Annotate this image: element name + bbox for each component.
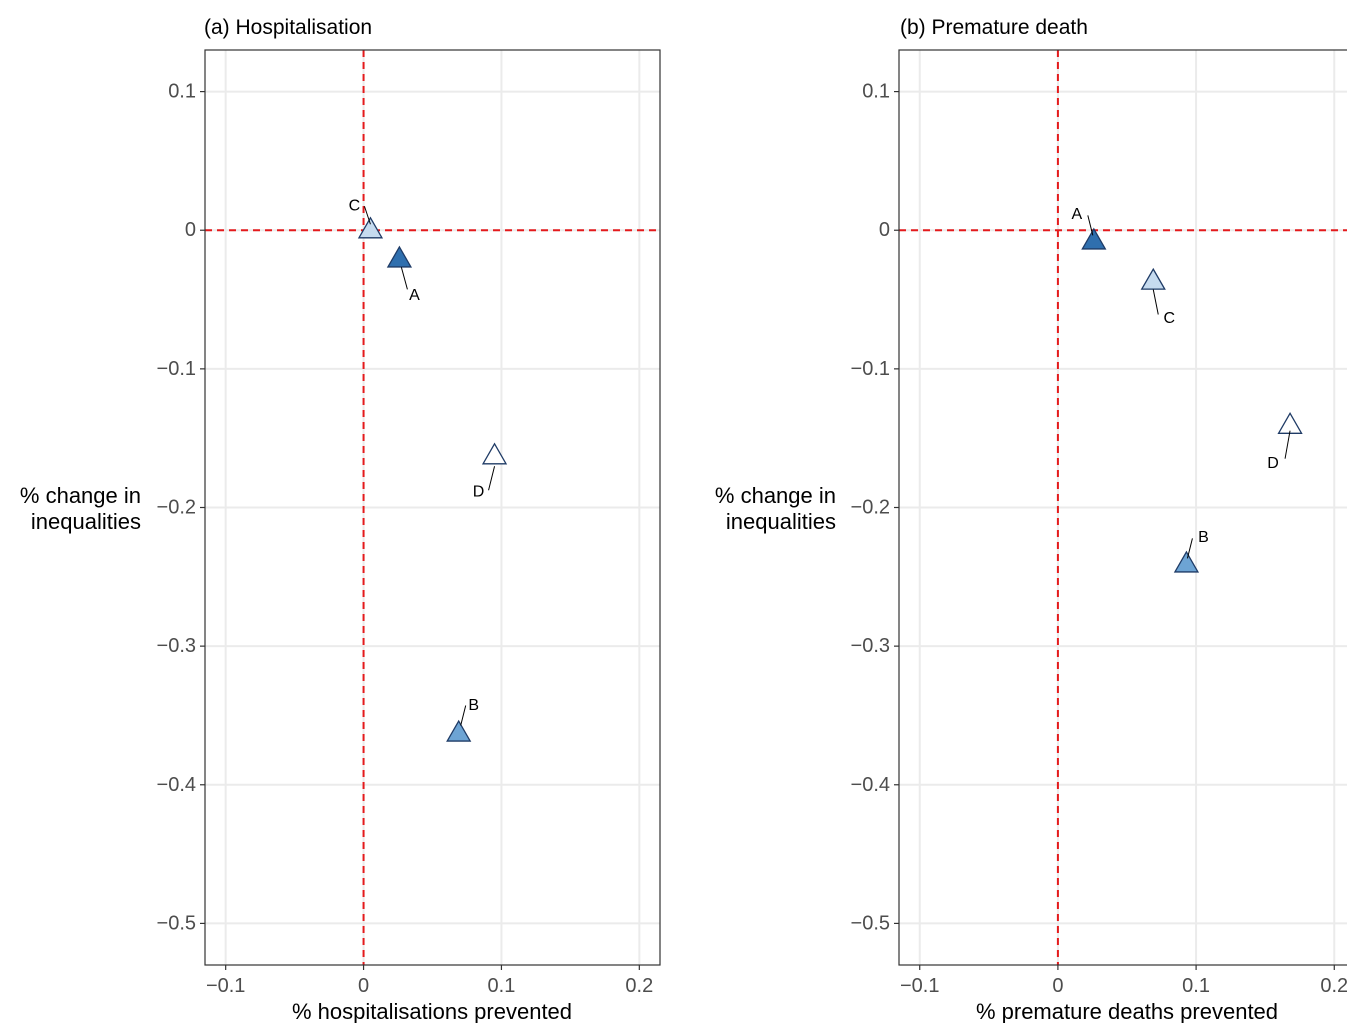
y-tick-label: −0.5 [157,912,196,934]
panel-title: (a) Hospitalisation [204,16,372,39]
y-tick-label: −0.5 [851,912,890,934]
y-axis-label-line: inequalities [31,509,141,534]
point-label-leader-B [460,705,467,726]
point-A [1081,227,1107,250]
point-label-C: C [1163,310,1175,327]
point-C [357,216,384,239]
y-tick-label: −0.4 [851,774,890,796]
point-label-D: D [473,484,485,501]
panel-title: (b) Premature death [900,16,1088,39]
point-label-leader-A [400,267,408,290]
panel-a: A B C D −0.1 0 0.1 0.2 0.1 0 −0.1 −0.2 −0.3 −0.4 −0.5 (… [20,16,661,1023]
point-B [446,719,472,742]
x-axis-label: % hospitalisations prevented [292,999,572,1023]
point-D [481,442,508,465]
y-tick-label: −0.2 [851,497,890,519]
gridlines [899,50,1347,965]
y-tick-label: −0.3 [157,635,196,657]
point-label-A: A [1072,206,1083,223]
y-tick-label: 0.1 [168,81,196,103]
y-axis-label-line: % change in [20,483,141,508]
point-label-leader-A [1087,215,1094,236]
point-A [386,245,413,268]
point-label-leader-B [1186,538,1193,559]
y-axis-label-line: % change in [715,483,836,508]
y-tick-label: 0 [185,219,196,241]
x-tick-label: −0.1 [206,975,245,997]
point-label-leader-C [1152,289,1159,315]
point-label-A: A [409,287,420,304]
point-label-B: B [468,697,479,714]
x-tick-label: 0 [1052,975,1063,997]
y-tick-label: −0.4 [157,774,196,796]
y-tick-label: 0 [879,219,890,241]
data-points [357,216,508,742]
y-tick-label: −0.2 [157,497,196,519]
point-B [1173,550,1200,573]
x-tick-label: 0.2 [1320,975,1347,997]
y-tick-label: −0.1 [157,358,196,380]
x-tick-label: 0 [358,975,369,997]
y-tick-label: −0.3 [851,635,890,657]
x-tick-label: −0.1 [900,975,939,997]
point-C [1140,267,1166,290]
point-label-leader-C [363,206,371,225]
point-label-D: D [1267,455,1279,472]
y-tick-label: 0.1 [862,81,890,103]
gridlines [205,50,660,965]
point-label-leader-D [488,466,496,491]
point-label-B: B [1198,529,1209,546]
y-tick-label: −0.1 [851,358,890,380]
data-points [1081,227,1303,573]
x-axis-label: % premature deaths prevented [976,999,1278,1023]
panel-b: A B C D −0.1 0 0.1 0.2 0.1 0 −0.1 −0.2 −0.3 −0.4 −0.5 (… [715,16,1347,1023]
x-tick-label: 0.1 [488,975,516,997]
x-tick-label: 0.1 [1182,975,1210,997]
x-tick-label: 0.2 [625,975,653,997]
point-label-C: C [349,198,361,215]
point-label-leader-D [1284,430,1291,459]
y-axis-label-line: inequalities [726,509,836,534]
